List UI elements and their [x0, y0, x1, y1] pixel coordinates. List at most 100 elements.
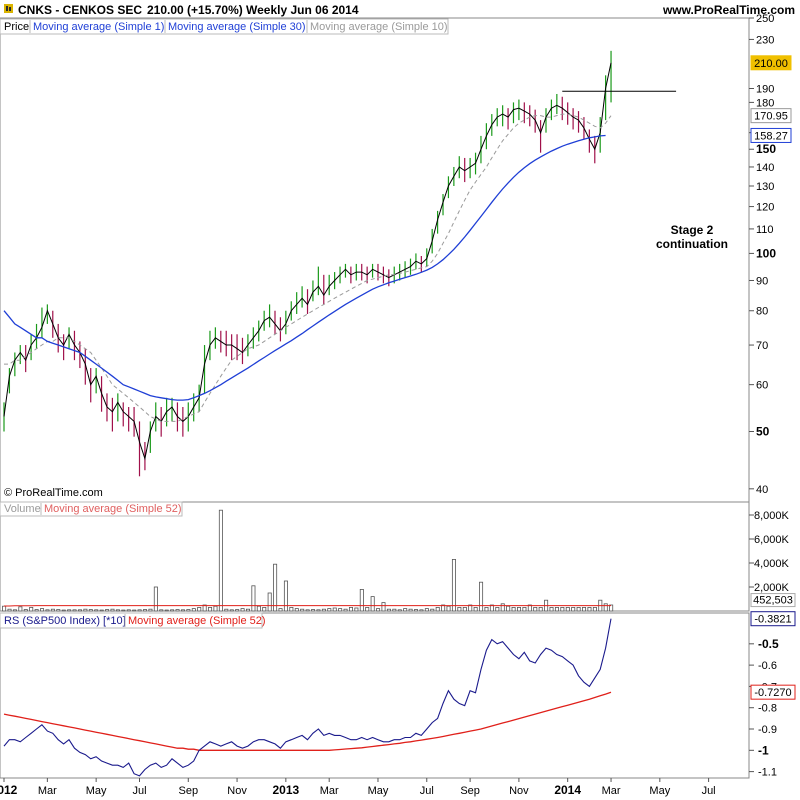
volume-bar [582, 607, 587, 612]
volume-bar [40, 608, 45, 612]
legend-rs: RS (S&P500 Index) [*10] [4, 615, 126, 627]
x-tick-label: Jul [132, 785, 146, 797]
volume-bar [148, 608, 153, 612]
volume-bar [208, 607, 213, 612]
volume-y-tick-label: 2,000K [754, 582, 790, 594]
volume-bar [435, 607, 440, 612]
volume-bar [67, 609, 72, 612]
price-y-tick-label: 110 [756, 224, 774, 236]
x-tick-label: Mar [320, 785, 339, 797]
price-y-tick-label: 50 [756, 424, 770, 438]
volume-bar [105, 609, 110, 612]
legend-volume: Volume [4, 503, 41, 515]
volume-bar [235, 609, 240, 612]
volume-bar [126, 609, 131, 612]
volume-bar [12, 609, 17, 612]
rs-value-badge [750, 684, 796, 700]
x-tick-label: 2013 [272, 783, 299, 797]
volume-bar [273, 563, 278, 612]
volume-bar [484, 607, 489, 612]
x-tick-label: May [649, 785, 670, 797]
volume-bar [294, 608, 299, 612]
volume-bar [609, 604, 614, 612]
symbol-title: CNKS - CENKOS SEC [18, 3, 142, 17]
volume-bar [457, 607, 462, 612]
x-tick-label: Jul [420, 785, 434, 797]
rs-y-tick-label: -0.5 [758, 637, 779, 651]
volume-bar [381, 602, 386, 612]
annotation-stage2-line1: Stage 2 [671, 223, 714, 237]
volume-panel: 2,000K 4,000K 6,000K 8,000K 452,503 [2, 509, 796, 612]
volume-bar [34, 609, 39, 612]
volume-bar [392, 608, 397, 612]
volume-bar [592, 607, 597, 612]
price-y-tick-label: 230 [756, 34, 774, 46]
rs-y-tick-label: -0.9 [758, 724, 777, 736]
volume-bar [262, 607, 267, 612]
volume-bar [7, 608, 12, 612]
legend-volume-ma: Moving average (Simple 52) [44, 503, 182, 515]
volume-bar [137, 609, 142, 612]
volume-bar [267, 592, 272, 612]
volume-bar [311, 609, 316, 612]
price-value-badge [750, 127, 792, 143]
rs-value-badge [750, 611, 796, 627]
price-legend: Price Moving average (Simple 1) Moving a… [0, 18, 449, 35]
volume-bar [175, 609, 180, 612]
volume-bar [408, 608, 413, 612]
price-y-tick-label: 80 [756, 306, 768, 318]
x-tick-label: Nov [227, 785, 247, 797]
volume-bar [170, 609, 175, 612]
rs-value-badge-label: -0.3821 [754, 614, 791, 626]
volume-bar [538, 607, 543, 612]
volume-bar [446, 605, 451, 612]
volume-bar [397, 609, 402, 612]
volume-bar [571, 607, 576, 612]
volume-value-badge [750, 593, 796, 608]
volume-bar [305, 609, 310, 612]
volume-bar [500, 603, 505, 612]
x-tick-label: 2012 [0, 783, 18, 797]
volume-bar [224, 608, 229, 612]
legend-ma1: Moving average (Simple 1) [33, 21, 164, 33]
volume-bar [511, 607, 516, 612]
volume-bar [560, 607, 565, 612]
volume-bar [332, 607, 337, 612]
price-y-tick-label: 40 [756, 484, 768, 496]
volume-bar [218, 509, 223, 612]
volume-bar [159, 609, 164, 612]
period-date: Weekly Jun 06 2014 [246, 3, 359, 17]
rs-line [3, 618, 612, 777]
x-tick-label: Mar [38, 785, 57, 797]
x-tick-label: Jul [702, 785, 716, 797]
price-y-tick-label: 150 [756, 142, 776, 156]
price-value-badge [750, 108, 792, 124]
volume-bar [77, 609, 82, 612]
volume-bar [197, 607, 202, 612]
volume-bar [495, 607, 500, 612]
price-y-tick-label: 130 [756, 181, 774, 193]
price-value-badge-label: 210.00 [754, 58, 788, 70]
price-value-badge-label: 158.27 [754, 130, 788, 142]
x-tick-label: May [368, 785, 389, 797]
rs-y-tick-label: -1.1 [758, 767, 777, 779]
price-y-tick-label: 190 [756, 84, 774, 96]
legend-rs-ma: Moving average (Simple 52) [128, 615, 266, 627]
volume-bar [473, 607, 478, 612]
site-link[interactable]: www.ProRealTime.com [662, 3, 795, 17]
price-y-tick-label: 250 [756, 13, 774, 25]
volume-bar [533, 607, 538, 612]
volume-bar [462, 607, 467, 612]
rs-ma-line [3, 691, 612, 751]
volume-bar [186, 609, 191, 612]
volume-bar [61, 609, 66, 612]
price-y-tick-label: 120 [756, 202, 774, 214]
x-tick-label: Nov [509, 785, 529, 797]
volume-bar [419, 609, 424, 612]
annotation-stage2-line2: continuation [656, 237, 728, 251]
volume-bar [240, 608, 245, 612]
volume-bar [50, 608, 55, 612]
rs-legend: RS (S&P500 Index) [*10] Moving average (… [0, 612, 266, 629]
rs-y-tick-label: -1 [758, 743, 769, 757]
